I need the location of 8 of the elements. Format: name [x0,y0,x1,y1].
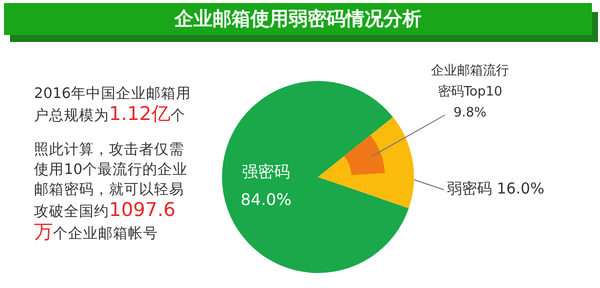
slice-label: 弱密码 16.0% [446,180,544,198]
data-label: 84.0% [240,190,292,210]
data-label: 9.8% [453,105,487,120]
slice-label: 企业邮箱流行密码Top10 [431,62,509,100]
text: 照此计算，攻击者仅需使用10个最流行的企业邮箱密码，就可以轻易攻破全国约1097.6万个企业邮箱帐号 [34,142,188,243]
text: 2016年中国企业邮箱用户总规模为1.12亿个 [34,85,192,126]
chart-title: 企业邮箱使用弱密码情况分析 [4,3,592,35]
slice-label: 强密码 [242,162,290,182]
